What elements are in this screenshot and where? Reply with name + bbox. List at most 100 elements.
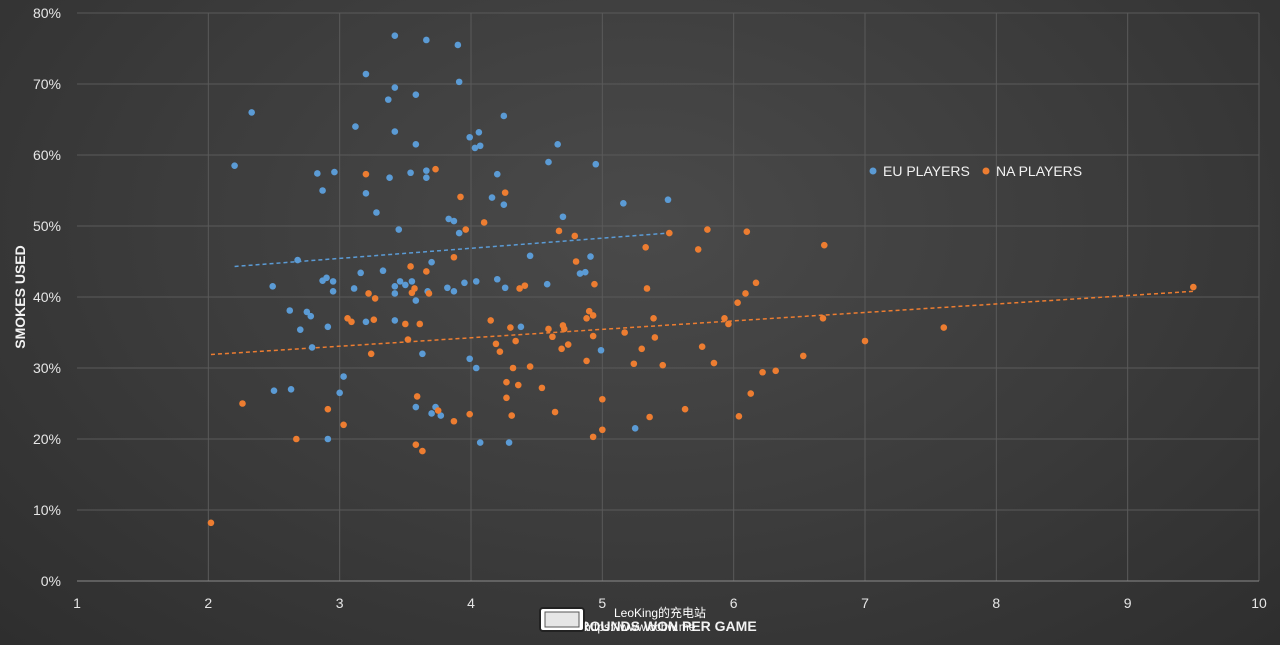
data-point (373, 209, 380, 216)
data-point (362, 190, 370, 197)
data-point (461, 279, 468, 287)
data-point (457, 193, 464, 201)
data-point (423, 36, 430, 44)
x-axis-title: ROUNDS WON PER GAME (579, 618, 756, 634)
data-point (323, 274, 330, 282)
data-point (587, 253, 594, 260)
data-point (500, 201, 508, 208)
data-point (450, 288, 458, 295)
data-point (307, 312, 315, 320)
data-point (514, 381, 522, 389)
legend-label: NA PLAYERS (996, 163, 1082, 179)
data-point (820, 241, 828, 249)
data-point (269, 283, 276, 290)
data-point (432, 165, 439, 173)
data-point (725, 320, 732, 328)
y-tick-label: 30% (33, 360, 61, 376)
data-point (698, 343, 706, 351)
data-point (507, 324, 514, 331)
data-point (472, 364, 480, 372)
data-point (501, 284, 509, 292)
data-point (466, 133, 473, 141)
data-point (558, 345, 565, 353)
data-point (462, 226, 470, 233)
data-point (231, 162, 238, 169)
points-layer (207, 32, 1197, 527)
data-point (620, 199, 627, 207)
y-tick-label: 0% (41, 573, 61, 589)
data-point (324, 405, 332, 413)
data-point (543, 280, 551, 288)
x-tick-label: 7 (861, 595, 869, 611)
data-point (367, 350, 375, 358)
data-point (407, 263, 414, 270)
x-tick-label: 6 (730, 595, 738, 611)
data-point (475, 128, 483, 136)
data-point (423, 268, 430, 275)
data-point (589, 332, 597, 340)
x-tick-label: 5 (598, 595, 606, 611)
data-point (329, 288, 337, 295)
data-point (583, 315, 590, 322)
data-point (324, 323, 332, 331)
y-tick-label: 80% (33, 5, 61, 21)
data-point (370, 316, 378, 324)
data-point (472, 278, 480, 285)
data-point (480, 219, 488, 226)
data-point (666, 229, 673, 237)
data-point (294, 256, 301, 264)
data-point (336, 389, 343, 397)
data-point (735, 412, 743, 420)
data-point (348, 318, 355, 326)
data-point (545, 325, 552, 333)
data-point (492, 340, 500, 348)
data-point (589, 433, 597, 441)
x-tick-label: 3 (336, 595, 344, 611)
data-point (391, 290, 399, 297)
legend-marker (982, 167, 990, 175)
y-tick-label: 70% (33, 76, 61, 92)
x-tick-label: 4 (467, 595, 475, 611)
data-point (599, 395, 606, 403)
data-point (357, 269, 364, 277)
data-point (308, 344, 316, 351)
data-point (412, 297, 420, 304)
data-point (391, 317, 399, 324)
data-point (471, 144, 479, 152)
data-point (630, 360, 638, 368)
data-point (207, 519, 215, 527)
data-point (412, 403, 420, 411)
data-point (455, 229, 463, 237)
data-point (819, 315, 827, 322)
data-point (501, 189, 509, 196)
data-point (423, 174, 430, 182)
data-point (642, 244, 649, 251)
data-point (391, 84, 399, 91)
data-point (476, 142, 484, 150)
data-point (585, 307, 593, 315)
data-point (545, 158, 552, 166)
data-point (559, 213, 567, 221)
y-tick-label: 40% (33, 289, 61, 305)
data-point (411, 285, 418, 292)
data-point (455, 78, 463, 86)
data-point (340, 421, 347, 429)
data-point (599, 426, 606, 434)
data-point (248, 109, 255, 116)
data-point (423, 167, 430, 174)
data-point (428, 410, 435, 417)
data-point (331, 168, 338, 176)
y-tick-label: 20% (33, 431, 61, 447)
data-point (505, 439, 513, 446)
trendline (210, 290, 1194, 356)
data-point (526, 252, 534, 260)
data-point (391, 32, 399, 40)
data-point (437, 412, 445, 419)
data-point (408, 278, 416, 285)
y-tick-label: 50% (33, 218, 61, 234)
data-point (395, 226, 403, 233)
data-point (742, 290, 749, 297)
x-tick-label: 8 (992, 595, 1000, 611)
watermark-line1: LeoKing的充电站 (614, 605, 706, 620)
